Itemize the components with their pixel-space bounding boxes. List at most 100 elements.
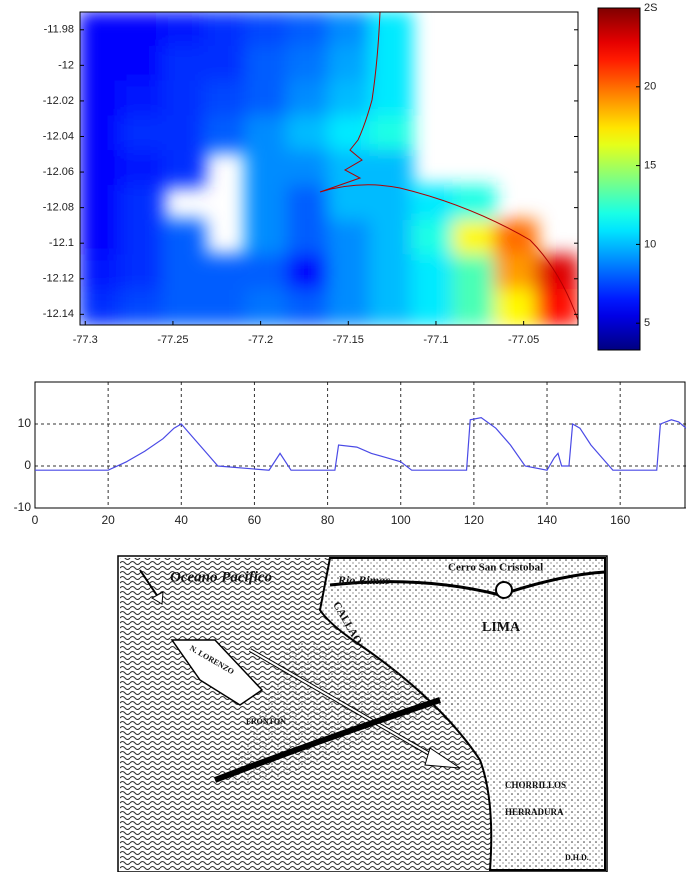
colorbar-tick-label: 15 <box>644 160 656 172</box>
cell <box>203 254 247 292</box>
field <box>80 12 578 325</box>
cell <box>162 219 206 257</box>
cell <box>120 115 164 153</box>
place-label: D.H.D. <box>565 853 589 862</box>
cell <box>162 115 206 153</box>
x-tick-label: -77.25 <box>157 334 188 346</box>
cell <box>203 45 247 83</box>
x-tick-label: 160 <box>610 513 630 527</box>
cell <box>162 80 206 118</box>
cell <box>369 219 413 257</box>
land-texture <box>318 557 606 871</box>
cell <box>369 80 413 118</box>
cell <box>328 80 372 118</box>
cell <box>286 219 330 257</box>
cell <box>452 219 496 257</box>
cell <box>120 12 164 48</box>
cell <box>162 150 206 187</box>
cell <box>328 12 372 48</box>
cell <box>245 45 289 83</box>
cell <box>286 12 330 48</box>
cell <box>411 289 455 325</box>
cell <box>369 289 413 325</box>
shoal <box>220 640 470 784</box>
plot-frame <box>34 381 686 509</box>
arrow <box>249 649 441 761</box>
series-line <box>35 417 686 471</box>
x-tick-label: -77.1 <box>423 334 448 346</box>
y-tick-label: 10 <box>18 416 32 430</box>
cell <box>203 289 247 325</box>
cell <box>286 45 330 83</box>
place-label: Oceano Pacifico <box>170 569 272 585</box>
colorbar-tick-label: 20 <box>644 81 656 93</box>
x-tick-label: -77.2 <box>248 334 273 346</box>
cell <box>120 184 164 222</box>
cell <box>80 219 123 257</box>
cell <box>80 45 123 83</box>
cell <box>494 219 538 257</box>
cell <box>203 115 247 153</box>
cell <box>452 254 496 292</box>
y-tick-label: -12.08 <box>43 202 74 214</box>
cell <box>120 254 164 292</box>
cell <box>328 254 372 292</box>
coastline <box>319 11 579 321</box>
cell <box>245 80 289 118</box>
cell <box>80 289 123 325</box>
y-tick-label: -12.02 <box>43 95 74 107</box>
cell <box>245 150 289 187</box>
y-tick-label: -12.1 <box>49 237 74 249</box>
cell <box>120 80 164 118</box>
y-tick-label: -11.98 <box>44 24 74 36</box>
river <box>329 570 606 597</box>
x-tick-label: -77.3 <box>73 334 98 346</box>
x-tick-label: 120 <box>464 513 484 527</box>
field-blur <box>80 12 578 325</box>
illustration: Oceano Pacifico Rio Rimac Cerro San Cris… <box>117 555 608 873</box>
cell <box>369 150 413 187</box>
map-chart: -77.3 -77.25 -77.2 -77.15 -77.1 -77.05 -11.98 -… <box>43 2 657 351</box>
cell <box>245 289 289 325</box>
cell <box>80 254 123 292</box>
place-label: LIMA <box>482 620 521 635</box>
island <box>170 639 264 706</box>
x-tick-label: 20 <box>101 513 115 527</box>
place-label: Cerro San Cristobal <box>448 562 543 574</box>
place-label: CHORRILLOS <box>505 780 566 790</box>
cell <box>80 150 123 187</box>
x-tick-label: -77.05 <box>508 334 539 346</box>
x-tick-label: 60 <box>248 513 262 527</box>
cell <box>411 219 455 257</box>
arrow-head <box>424 747 461 769</box>
cell <box>120 45 164 83</box>
cell <box>120 219 164 257</box>
cell <box>286 80 330 118</box>
x-tick-label: 40 <box>175 513 189 527</box>
cell <box>80 184 123 222</box>
cell <box>452 184 496 222</box>
x-tick-label: 80 <box>321 513 335 527</box>
y-tick-label: 0 <box>24 458 31 472</box>
cell <box>203 12 247 48</box>
cell <box>328 219 372 257</box>
cell <box>162 12 206 48</box>
cell <box>411 184 455 222</box>
cell <box>369 115 413 153</box>
cell <box>328 150 372 187</box>
cell <box>120 289 164 325</box>
cell <box>80 80 123 118</box>
cell <box>162 289 206 325</box>
colorbar <box>597 7 641 351</box>
y-tick-label: -12.12 <box>43 273 74 285</box>
cell <box>535 289 578 325</box>
plot-frame <box>79 11 579 326</box>
cell <box>494 289 538 325</box>
hill <box>495 581 513 599</box>
colorbar-tick-label: 5 <box>644 317 650 329</box>
y-tick-label: -10 <box>14 500 32 514</box>
y-tick-label: -12.06 <box>43 166 74 178</box>
